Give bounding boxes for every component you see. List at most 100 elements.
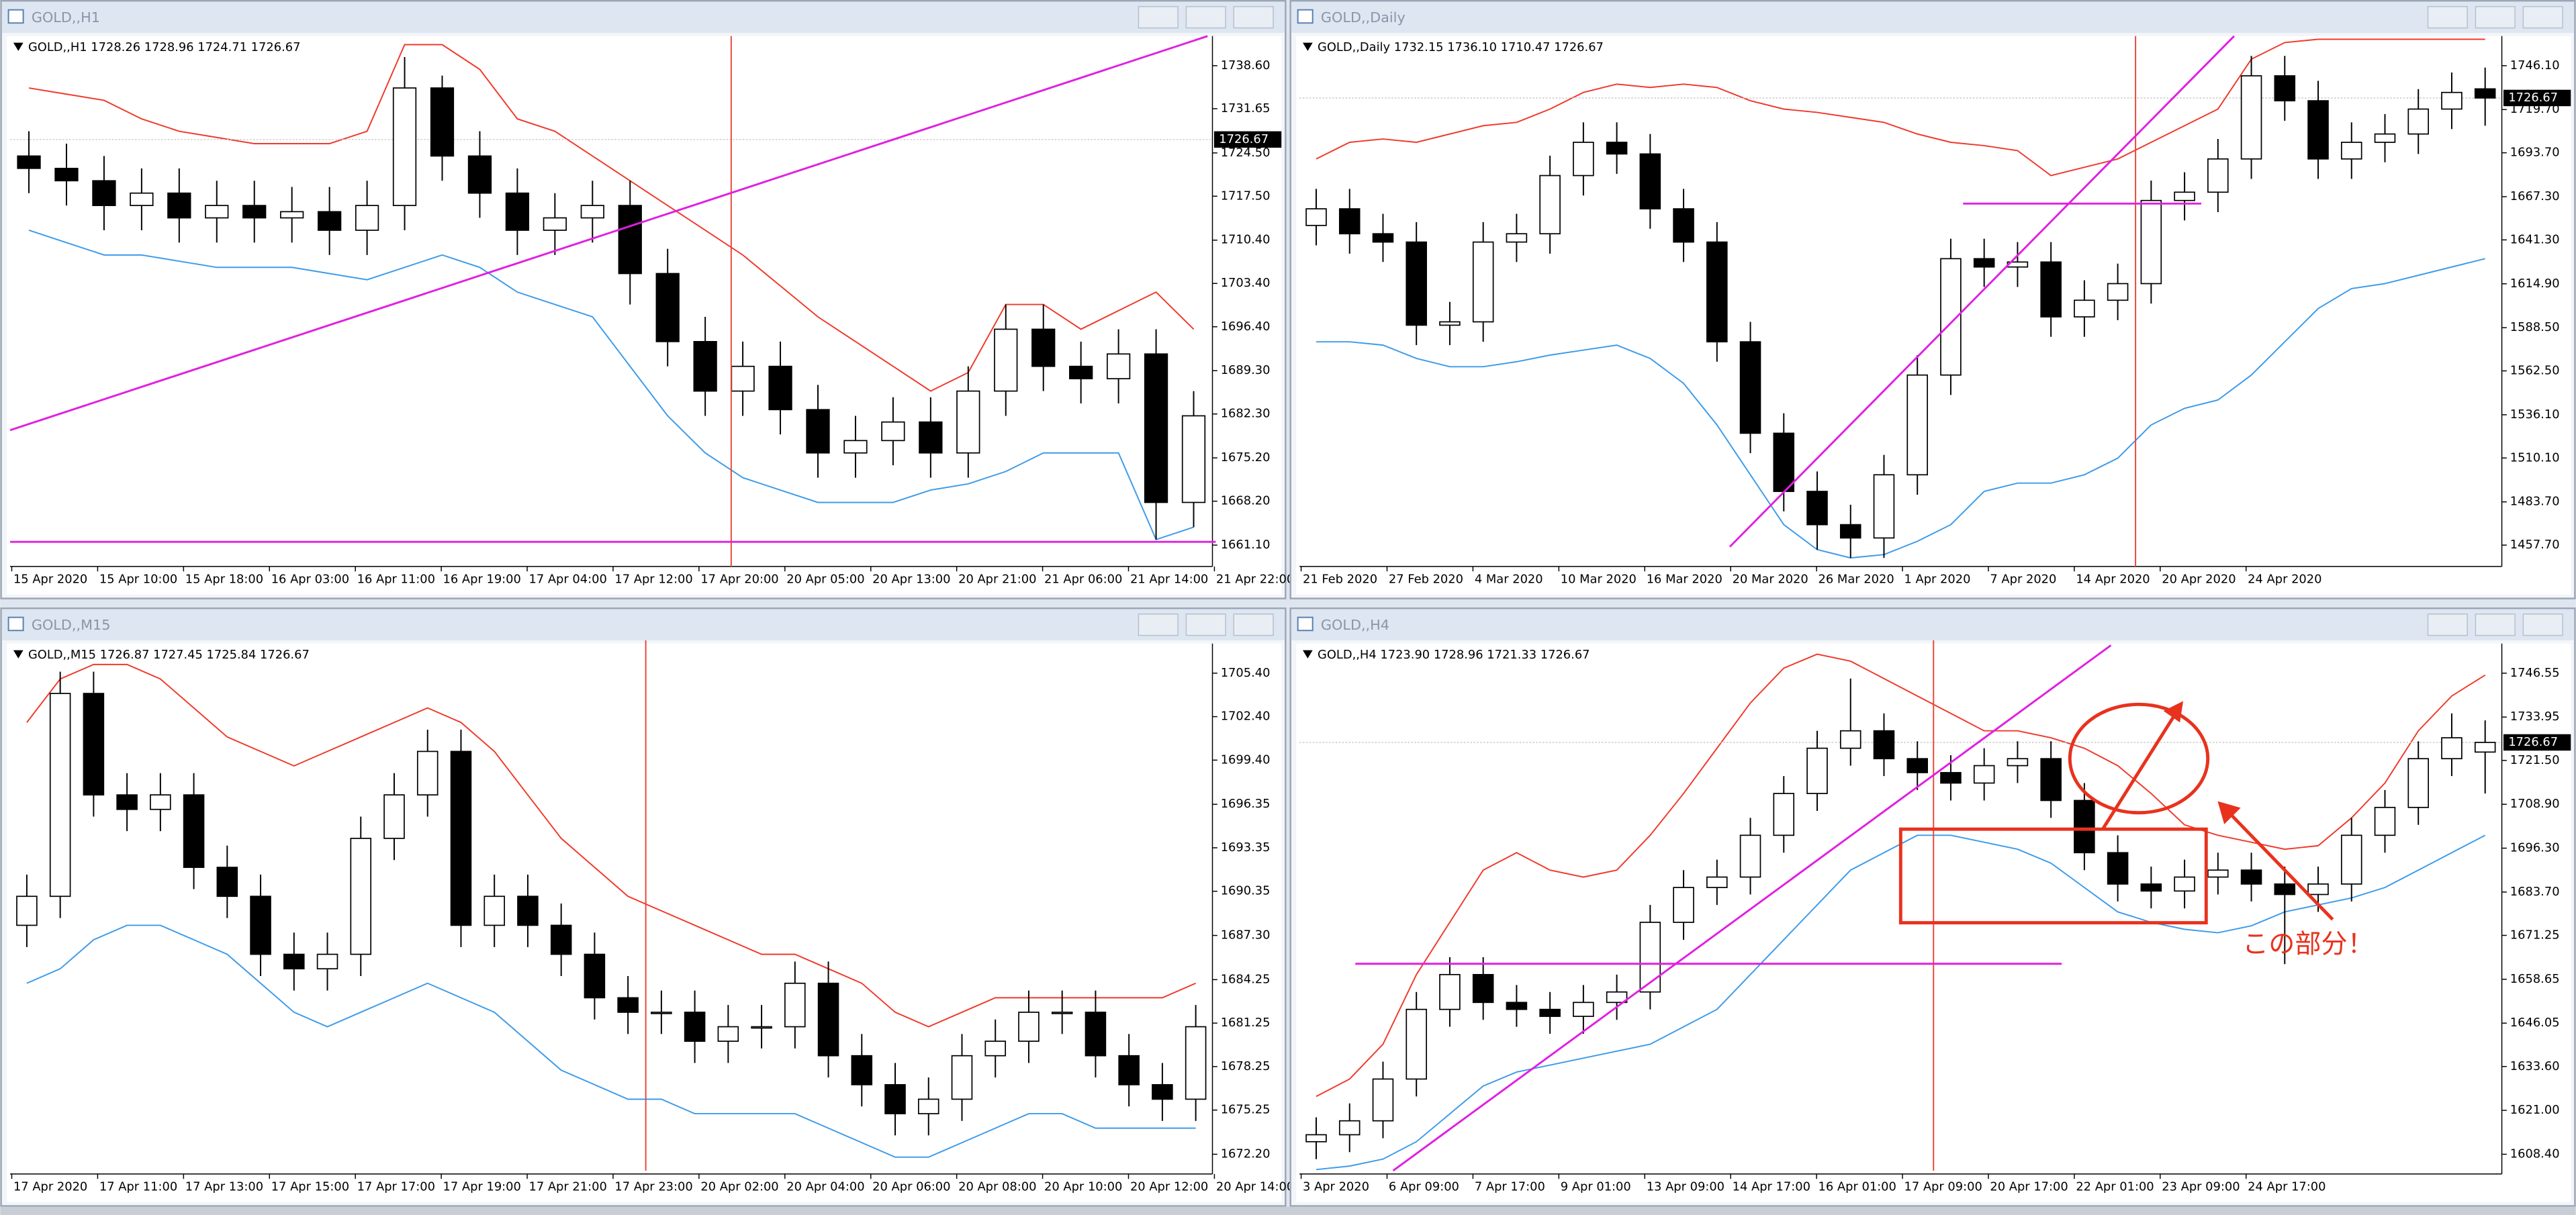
candle-body	[1673, 208, 1694, 243]
window-button[interactable]	[2475, 6, 2516, 29]
y-tick-label: 1671.25	[2510, 928, 2560, 942]
window-button[interactable]	[2522, 6, 2563, 29]
x-tick-label: 27 Feb 2020	[1389, 572, 1463, 586]
highlight-ellipse	[2068, 702, 2210, 815]
candle-body	[1338, 208, 1361, 235]
candle-body	[430, 87, 455, 157]
candle-body	[817, 982, 839, 1057]
y-tick-label: 1702.40	[1221, 710, 1271, 724]
window-button[interactable]	[2427, 6, 2468, 29]
x-tick-label: 15 Apr 10:00	[99, 572, 177, 586]
candle-body	[17, 155, 41, 169]
x-tick-label: 17 Apr 13:00	[185, 1179, 263, 1194]
candle-body	[2307, 100, 2329, 160]
y-tick-label: 1675.20	[1221, 450, 1271, 465]
x-tick-label: 17 Apr 23:00	[614, 1179, 692, 1194]
candle-body	[2207, 158, 2229, 193]
window-button[interactable]	[1185, 6, 1226, 29]
candle-body	[1372, 1078, 1394, 1122]
window-button[interactable]	[2475, 614, 2516, 636]
arrow-line	[2226, 810, 2334, 921]
title-bar	[1291, 609, 2575, 640]
candle-body	[54, 167, 79, 182]
y-tick-label: 1746.10	[2510, 58, 2560, 72]
bollinger-band	[1316, 653, 2486, 1098]
candle-body	[984, 1040, 1006, 1057]
y-tick-label: 1738.60	[1221, 58, 1271, 72]
x-tick-label: 20 Apr 12:00	[1130, 1179, 1208, 1194]
x-tick-label: 24 Apr 2020	[2248, 572, 2321, 586]
plot	[10, 44, 1213, 540]
x-tick-label: 17 Apr 19:00	[443, 1179, 521, 1194]
y-tick-label: 1608.40	[2510, 1147, 2560, 1161]
x-tick-label: 3 Apr 2020	[1303, 1179, 1369, 1194]
candle-body	[1305, 208, 1327, 226]
candle-body	[2407, 108, 2429, 135]
candle-body	[1573, 1002, 1594, 1017]
candle-body	[49, 693, 71, 897]
candle-body	[1018, 1012, 1040, 1042]
candle-body	[467, 155, 492, 194]
window-button[interactable]	[1138, 614, 1179, 636]
candle-body	[584, 953, 606, 999]
y-tick-label: 1731.65	[1221, 101, 1271, 115]
candle-body	[1372, 233, 1394, 243]
candle-body	[1506, 233, 1528, 243]
bollinger-band	[28, 44, 1195, 392]
chart-header: GOLD,,Daily 1732.15 1736.10 1710.47 1726…	[1318, 40, 1604, 54]
candle-body	[280, 211, 304, 219]
x-tick-label: 20 Apr 21:00	[958, 572, 1036, 586]
candle-body	[2174, 191, 2195, 201]
candle-body	[1839, 730, 1861, 749]
candle-body	[1639, 922, 1661, 993]
chart-area	[7, 643, 1282, 1202]
candle-body	[355, 205, 379, 231]
candle-body	[2274, 75, 2296, 101]
x-tick-label: 4 Mar 2020	[1475, 572, 1543, 586]
candle-body	[843, 440, 868, 454]
y-tick-label: 1675.25	[1221, 1103, 1271, 1117]
candle-body	[2174, 876, 2195, 892]
x-tick-label: 17 Apr 11:00	[99, 1179, 177, 1194]
candle-body	[383, 794, 405, 839]
y-tick-label: 1536.10	[2510, 407, 2560, 422]
x-tick-label: 23 Apr 09:00	[2162, 1179, 2240, 1194]
candle-body	[2441, 737, 2463, 760]
window-title: GOLD,,Daily	[1321, 9, 1406, 26]
candle-body	[317, 211, 342, 231]
drawing-objects: この部分！	[9, 35, 2374, 1172]
x-tick-label: 20 Mar 2020	[1733, 572, 1808, 586]
window-button[interactable]	[1138, 6, 1179, 29]
arrow-head	[2217, 801, 2241, 824]
y-tick-label: 1689.30	[1221, 363, 1271, 377]
x-tick-label: 16 Apr 19:00	[443, 572, 521, 586]
y-tick-label: 1667.30	[2510, 189, 2560, 203]
bollinger-band	[1316, 258, 2485, 559]
y-tick-label: 1696.30	[2510, 841, 2560, 855]
candle-body	[1806, 747, 1828, 794]
candle-body	[919, 421, 943, 454]
window-button[interactable]	[2522, 614, 2563, 636]
candle-body	[1940, 772, 1962, 784]
candle-body	[2007, 758, 2029, 767]
window-button[interactable]	[2427, 614, 2468, 636]
candle-body	[1773, 793, 1795, 836]
x-tick-label: 20 Apr 05:00	[786, 572, 864, 586]
candle-body	[1539, 175, 1561, 235]
window-button[interactable]	[1233, 6, 1274, 29]
candle-body	[717, 1026, 739, 1042]
last-price-label: 1726.67	[1219, 132, 1269, 146]
candle-body	[1069, 365, 1093, 380]
y-tick-label: 1724.50	[1221, 146, 1271, 160]
window-button[interactable]	[1233, 614, 1274, 636]
x-tick-label: 7 Apr 17:00	[1475, 1179, 1545, 1194]
candle-body	[350, 838, 372, 955]
y-tick-label: 1483.70	[2510, 495, 2560, 509]
x-tick-label: 24 Apr 17:00	[2248, 1179, 2326, 1194]
y-tick-label: 1693.70	[2510, 146, 2560, 160]
y-tick-label: 1672.20	[1221, 1147, 1271, 1161]
x-tick-label: 17 Apr 20:00	[700, 572, 778, 586]
x-tick-label: 20 Apr 2020	[2162, 572, 2236, 586]
window-button[interactable]	[1185, 614, 1226, 636]
